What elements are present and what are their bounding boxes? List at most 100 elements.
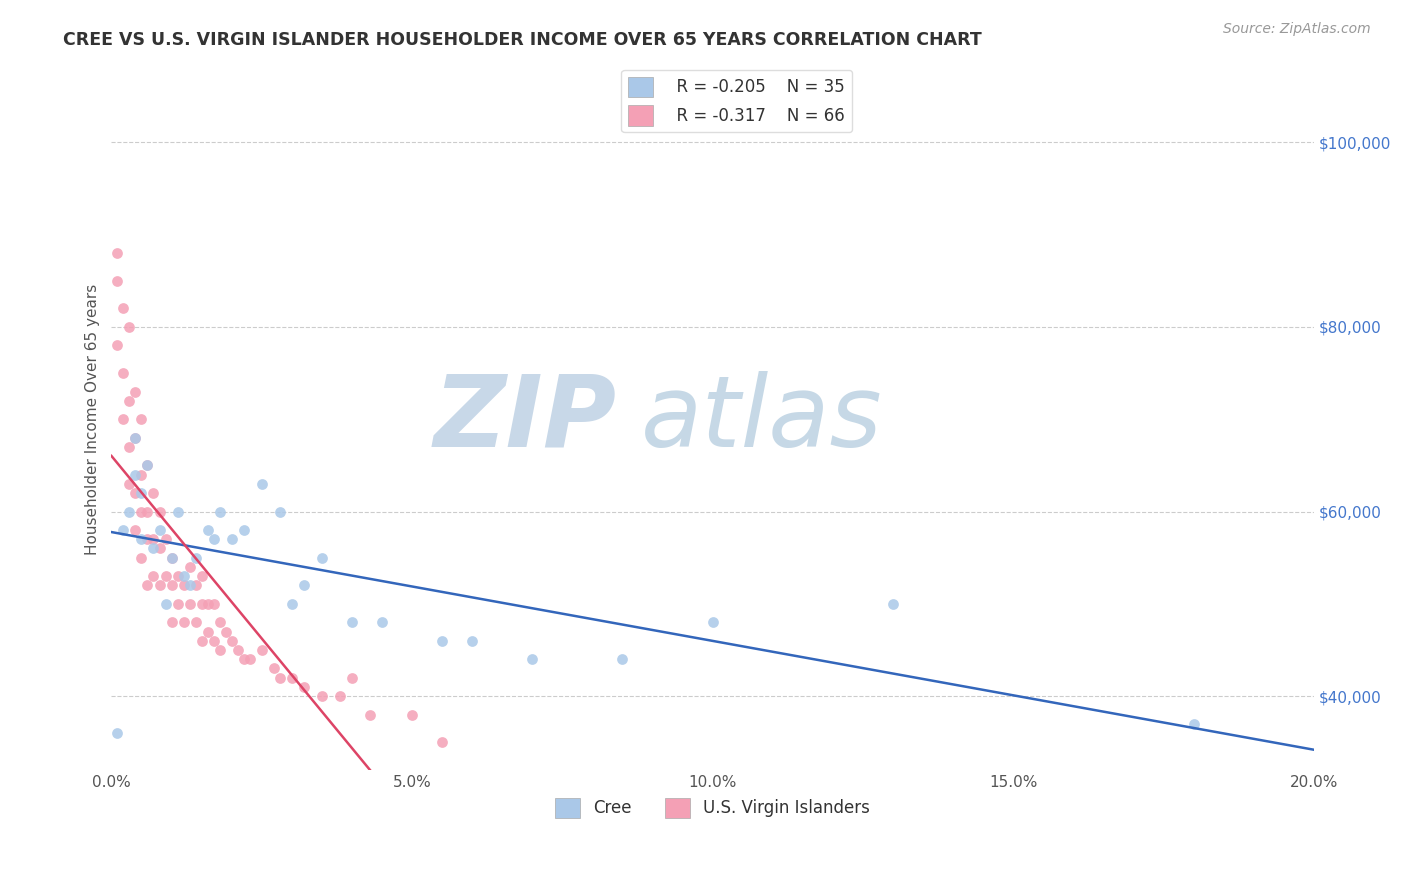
Point — [160, 550, 183, 565]
Point — [173, 578, 195, 592]
Point — [124, 523, 146, 537]
Text: CREE VS U.S. VIRGIN ISLANDER HOUSEHOLDER INCOME OVER 65 YEARS CORRELATION CHART: CREE VS U.S. VIRGIN ISLANDER HOUSEHOLDER… — [63, 31, 981, 49]
Point — [107, 338, 129, 352]
Point — [124, 431, 146, 445]
Point — [214, 624, 236, 639]
Point — [184, 615, 207, 630]
Point — [118, 504, 141, 518]
Point — [160, 578, 183, 592]
Point — [882, 597, 904, 611]
Point — [124, 467, 146, 482]
Point — [292, 578, 315, 592]
Point — [184, 578, 207, 592]
Point — [329, 689, 352, 703]
Point — [142, 486, 165, 500]
Point — [202, 633, 225, 648]
Point — [202, 597, 225, 611]
Point — [401, 707, 423, 722]
Point — [221, 533, 243, 547]
Point — [124, 384, 146, 399]
Point — [118, 393, 141, 408]
Point — [197, 624, 219, 639]
Point — [118, 476, 141, 491]
Point — [208, 615, 231, 630]
Point — [155, 597, 177, 611]
Point — [136, 533, 159, 547]
Point — [107, 274, 129, 288]
Point — [131, 467, 153, 482]
Point — [142, 533, 165, 547]
Point — [232, 523, 254, 537]
Point — [124, 431, 146, 445]
Point — [702, 615, 724, 630]
Point — [281, 671, 304, 685]
Point — [197, 523, 219, 537]
Point — [160, 615, 183, 630]
Point — [269, 504, 291, 518]
Point — [461, 633, 484, 648]
Point — [155, 569, 177, 583]
Point — [136, 504, 159, 518]
Point — [226, 643, 249, 657]
Point — [250, 643, 273, 657]
Point — [148, 523, 170, 537]
Point — [112, 412, 135, 426]
Point — [148, 578, 170, 592]
Point — [522, 652, 544, 666]
Point — [340, 671, 363, 685]
Point — [166, 597, 188, 611]
Point — [179, 560, 201, 574]
Point — [142, 541, 165, 556]
Point — [311, 689, 333, 703]
Point — [371, 615, 394, 630]
Point — [190, 633, 212, 648]
Point — [131, 486, 153, 500]
Point — [131, 533, 153, 547]
Text: Source: ZipAtlas.com: Source: ZipAtlas.com — [1223, 22, 1371, 37]
Point — [239, 652, 262, 666]
Point — [160, 550, 183, 565]
Point — [166, 569, 188, 583]
Point — [311, 550, 333, 565]
Point — [190, 569, 212, 583]
Point — [184, 550, 207, 565]
Text: atlas: atlas — [641, 371, 882, 467]
Point — [190, 597, 212, 611]
Point — [612, 652, 634, 666]
Legend: Cree, U.S. Virgin Islanders: Cree, U.S. Virgin Islanders — [548, 791, 877, 825]
Point — [136, 458, 159, 473]
Point — [136, 578, 159, 592]
Point — [250, 476, 273, 491]
Point — [148, 504, 170, 518]
Point — [359, 707, 381, 722]
Point — [263, 661, 285, 675]
Point — [148, 541, 170, 556]
Point — [118, 320, 141, 334]
Point — [430, 735, 453, 749]
Point — [281, 597, 304, 611]
Text: ZIP: ZIP — [433, 371, 616, 467]
Point — [136, 458, 159, 473]
Point — [131, 412, 153, 426]
Point — [131, 504, 153, 518]
Point — [155, 533, 177, 547]
Point — [173, 615, 195, 630]
Point — [179, 597, 201, 611]
Point — [112, 301, 135, 316]
Point — [269, 671, 291, 685]
Point — [221, 633, 243, 648]
Point — [340, 615, 363, 630]
Point — [208, 504, 231, 518]
Point — [107, 726, 129, 740]
Point — [118, 440, 141, 454]
Point — [430, 633, 453, 648]
Point — [107, 246, 129, 260]
Point — [124, 486, 146, 500]
Point — [166, 504, 188, 518]
Point — [208, 643, 231, 657]
Point — [202, 533, 225, 547]
Point — [112, 366, 135, 380]
Point — [179, 578, 201, 592]
Point — [292, 680, 315, 694]
Point — [173, 569, 195, 583]
